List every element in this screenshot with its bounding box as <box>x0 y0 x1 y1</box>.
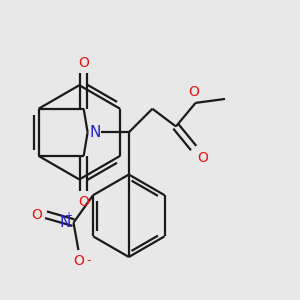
Text: O: O <box>78 195 89 209</box>
Text: +: + <box>64 211 71 221</box>
Text: N: N <box>90 125 101 140</box>
Text: O: O <box>188 85 199 99</box>
Text: O: O <box>197 151 208 165</box>
Text: N: N <box>59 215 70 230</box>
Text: -: - <box>86 254 91 267</box>
Text: O: O <box>31 208 42 222</box>
Text: O: O <box>78 56 89 70</box>
Text: O: O <box>73 254 84 268</box>
